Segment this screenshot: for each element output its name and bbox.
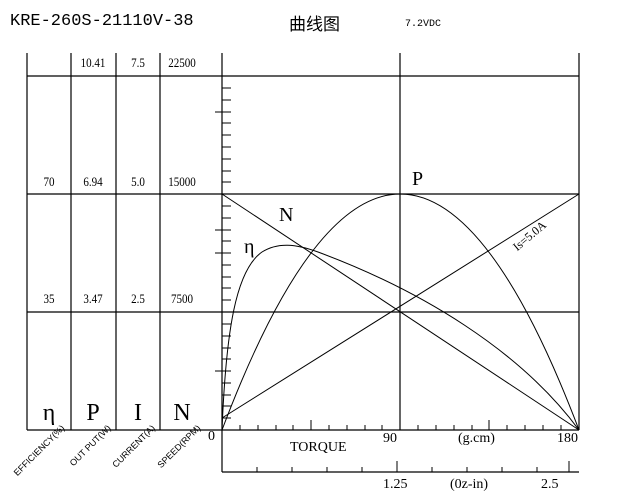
x-origin-label: 0 [208,429,215,444]
table-cell: 2.5 [131,291,145,306]
x-axis-title: TORQUE [290,440,347,455]
efficiency-symbol: η [42,400,56,426]
model-title: KRE-260S-21110V-38 [10,12,194,31]
x-axis-ticks-gcm [239,420,562,430]
table-cell: 35 [43,291,55,306]
current-symbol: I [134,400,142,426]
y-axis-ticks [215,87,231,419]
table-cell: 10.41 [80,55,106,70]
table-cell: 15000 [168,174,196,189]
x-axis-ticks-ozin [256,461,570,472]
speed-curve [221,193,580,431]
table-cell: 7500 [170,291,194,306]
x2-unit-ozin: (0z-in) [450,477,489,492]
table-cell: 7.5 [131,55,145,70]
x-tick-180: 180 [557,431,578,446]
table-cell: 5.0 [131,174,145,189]
speed-symbol: N [173,400,191,426]
efficiency-curve-label: η [244,236,255,258]
output-curve-label: P [412,168,424,190]
current-curve [221,193,580,419]
x-unit-gcm: (g.cm) [458,431,495,446]
x2-tick-1-25: 1.25 [383,477,408,492]
chart-title: 曲线图 [289,15,340,35]
table-cell: 3.47 [83,291,103,306]
x-tick-90: 90 [383,431,397,446]
speed-curve-label: N [279,204,294,226]
output-symbol: P [86,400,100,426]
table-cell: 6.94 [83,174,103,189]
efficiency-curve [221,244,580,431]
voltage-label: 7.2VDC [405,19,442,30]
x2-tick-2-5: 2.5 [541,477,559,492]
table-cell: 70 [43,174,55,189]
table-cell: 22500 [168,55,196,70]
table-grid [26,53,580,473]
output-curve [221,193,580,431]
